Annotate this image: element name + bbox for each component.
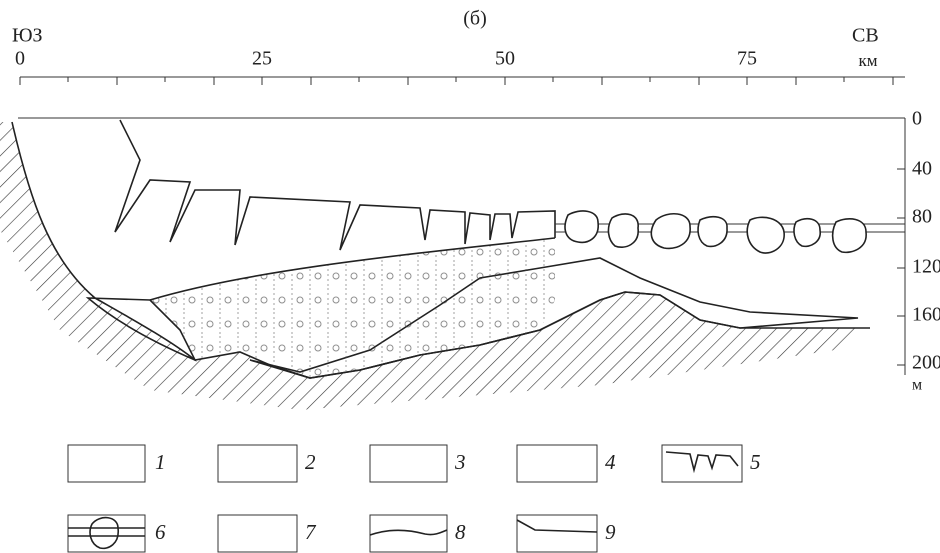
legend-swatch — [517, 515, 597, 552]
legend-label: 5 — [750, 450, 761, 474]
tick-label: 0 — [912, 108, 922, 130]
legend-swatch — [370, 445, 447, 482]
legend-label: 9 — [605, 520, 616, 544]
legend: 1 2 3 4 5 6 7 8 9 — [68, 445, 761, 552]
tick-label: 0 — [15, 48, 25, 70]
icebergs — [565, 211, 866, 253]
depth-axis: 0 40 80 120 160 200 м — [897, 108, 940, 394]
legend-label: 8 — [455, 520, 466, 544]
legend-label: 3 — [454, 450, 466, 474]
tick-label: 40 — [912, 158, 932, 180]
panel-label: (б) — [463, 8, 487, 30]
distance-axis: 0 25 50 75 км — [15, 48, 905, 85]
axis-ticks — [897, 118, 905, 365]
legend-label: 7 — [305, 520, 317, 544]
tick-label: 50 — [495, 48, 515, 70]
tick-label: 25 — [252, 48, 272, 70]
axis-unit: км — [858, 51, 877, 70]
legend-label: 1 — [155, 450, 166, 474]
legend-swatch — [517, 445, 597, 482]
cross-section: (б) ЮЗ СВ 0 25 50 75 км 0 40 80 120 160 … — [0, 0, 940, 553]
header: (б) ЮЗ СВ — [12, 8, 879, 47]
tick-label: 80 — [912, 206, 932, 228]
section — [0, 118, 905, 410]
legend-swatch — [662, 445, 742, 482]
tick-label: 200 — [912, 352, 940, 374]
tick-label: 75 — [737, 48, 757, 70]
ice-shelf — [115, 120, 555, 250]
legend-label: 4 — [605, 450, 616, 474]
legend-swatch — [218, 445, 297, 482]
direction-left: ЮЗ — [12, 25, 43, 47]
legend-swatch — [218, 515, 297, 552]
legend-swatch — [68, 515, 145, 552]
legend-symbol — [370, 530, 447, 535]
legend-swatch — [68, 445, 145, 482]
legend-symbol — [517, 520, 597, 532]
legend-label: 6 — [155, 520, 166, 544]
legend-swatch — [218, 445, 297, 482]
axis-ticks — [20, 77, 893, 85]
direction-right: СВ — [852, 25, 879, 47]
legend-symbol — [68, 518, 145, 549]
legend-label: 2 — [305, 450, 316, 474]
tick-label: 160 — [912, 304, 940, 326]
tick-label: 120 — [912, 256, 940, 278]
axis-unit: м — [912, 377, 922, 394]
legend-symbol — [666, 452, 738, 470]
